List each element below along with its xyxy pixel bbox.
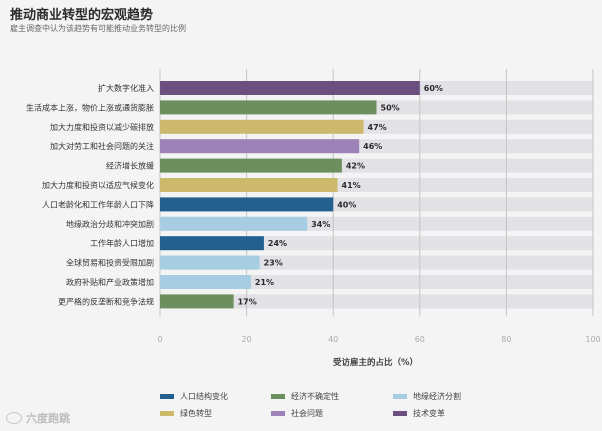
category-label: 加大对劳工和社会问题的关注 [50,141,154,151]
bar [160,275,251,289]
bar [160,294,234,309]
bar-track [160,294,593,309]
category-label: 扩大数字化准入 [98,83,154,93]
x-tick-label: 80 [501,335,511,344]
watermark-logo-icon [6,412,22,424]
bar [160,158,342,173]
category-label: 全球贸易和投资受限加剧 [66,258,154,268]
category-label: 经济增长放缓 [106,161,154,171]
bar [160,119,364,134]
value-label: 17% [238,297,257,306]
bar-track [160,236,593,251]
category-label: 更严格的反垄断和竞争法规 [58,296,154,306]
x-tick-label: 100 [585,335,600,344]
value-label: 23% [264,259,283,268]
bar [160,139,360,154]
category-label: 生活成本上涨，物价上涨或通货膨胀 [26,102,154,112]
category-label: 加大力度和投资以减少碳排放 [50,122,154,132]
bar [160,81,420,95]
value-label: 50% [381,103,400,112]
value-label: 47% [368,123,387,132]
bar [160,100,377,115]
value-label: 24% [268,239,287,248]
category-label: 加大力度和投资以适应气候变化 [42,180,154,190]
chart-title: 推动商业转型的宏观趋势 [10,8,154,23]
category-label: 工作年龄人口增加 [90,238,154,248]
category-label: 政府补贴和产业政策增加 [66,277,154,287]
category-label: 地缘政治分歧和冲突加剧 [66,219,154,229]
bar-track [160,255,593,270]
category-label: 人口老龄化和工作年龄人口下降 [42,199,154,209]
x-tick-label: 0 [157,335,162,344]
value-label: 60% [424,84,443,93]
value-label: 42% [346,162,365,171]
value-label: 21% [255,278,274,287]
x-axis-title: 受访雇主的占比（%） [333,357,418,368]
bar [160,255,260,270]
watermark: 六度跑跳 [6,410,70,426]
x-tick-label: 20 [242,335,252,344]
bar [160,236,264,251]
bar [160,197,334,212]
bar [160,178,338,192]
value-label: 40% [337,200,356,209]
value-label: 46% [363,142,382,151]
bar [160,216,308,231]
x-tick-label: 40 [328,335,338,344]
value-label: 34% [311,220,330,229]
watermark-text: 六度跑跳 [26,412,70,425]
value-label: 41% [342,181,361,190]
x-tick-label: 60 [415,335,425,344]
bar-track [160,275,593,289]
chart-subtitle: 雇主调查中认为该趋势有可能推动业务转型的比例 [10,24,186,33]
